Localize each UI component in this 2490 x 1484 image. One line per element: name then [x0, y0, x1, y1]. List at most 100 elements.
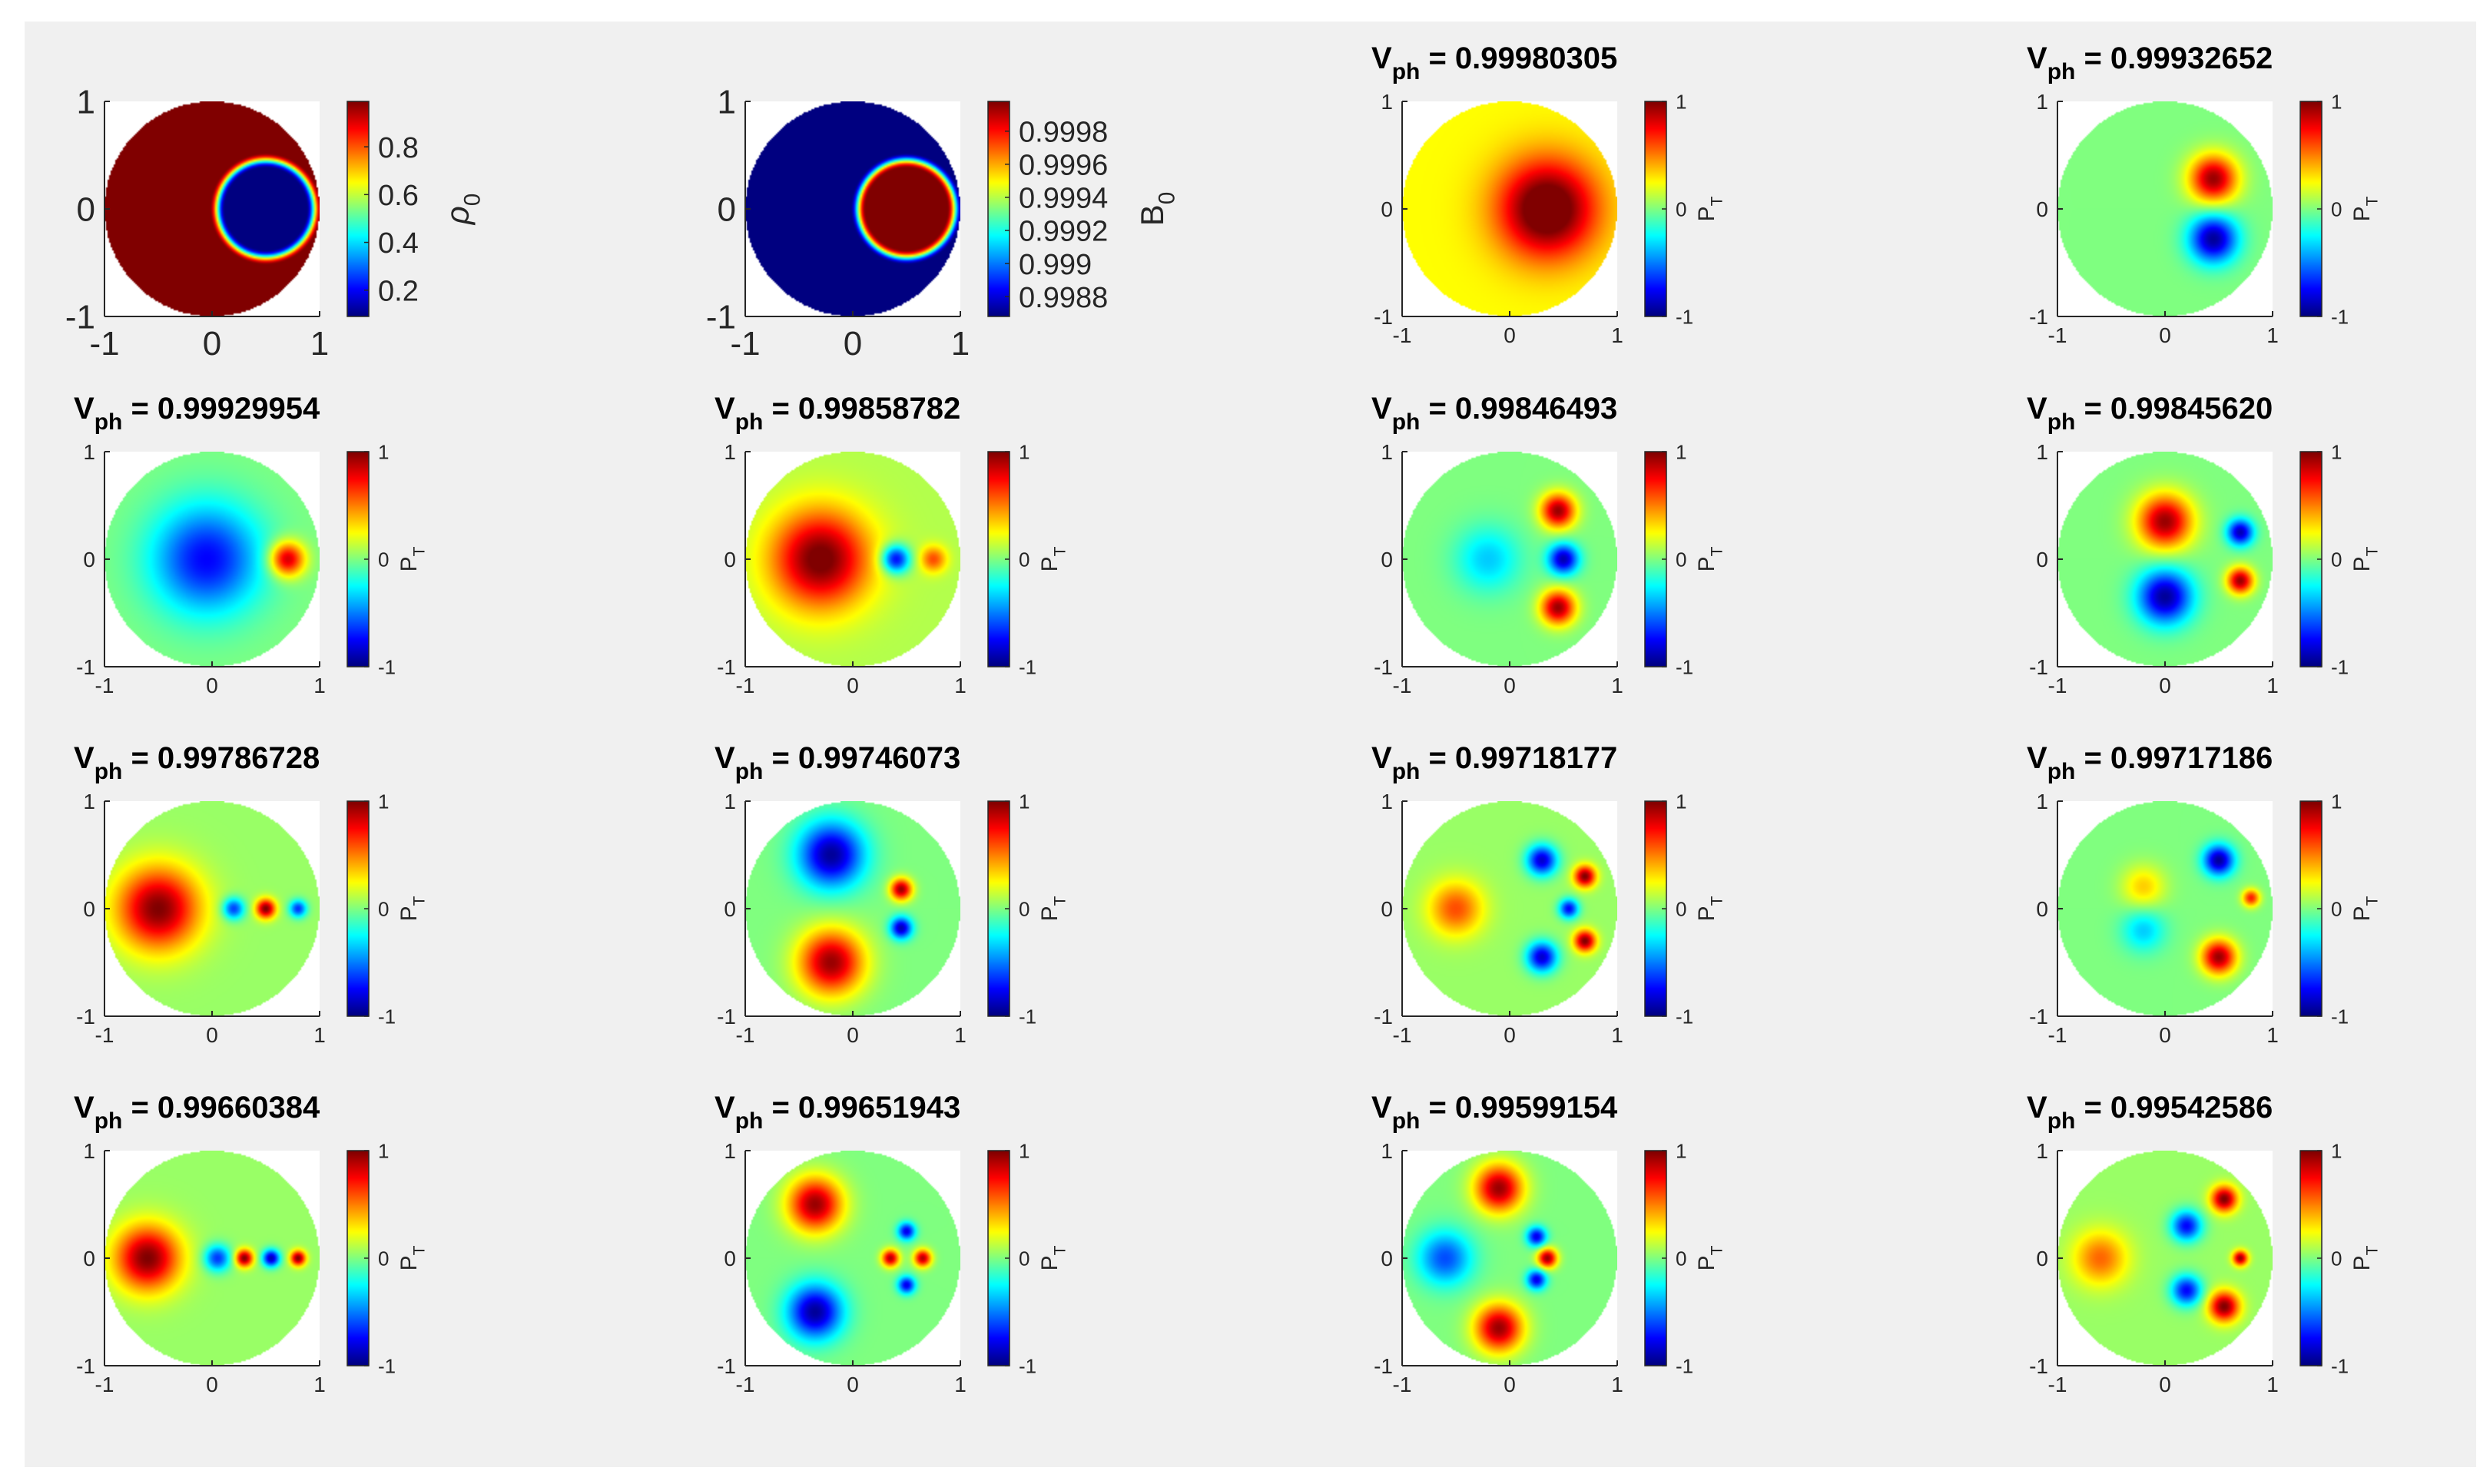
y-tick-label: 0: [2036, 897, 2048, 921]
colorbar-label: B0: [1134, 192, 1180, 226]
title-prefix: V: [715, 741, 735, 775]
colorbar-tick-label: 0: [1019, 1247, 1029, 1270]
heatmap-image: [104, 101, 320, 316]
y-tick-label: 0: [83, 897, 95, 921]
colorbar-tick-label: 0: [1019, 548, 1029, 571]
axes-overlay: -1 0 1 1 0 -1 1 0 -1 PT: [717, 1139, 1069, 1396]
title-subscript: ph: [94, 1108, 123, 1134]
title-subscript: ph: [1391, 1108, 1421, 1134]
y-tick-label: 1: [724, 1139, 736, 1163]
colorbar-tick-label: 1: [2331, 90, 2342, 113]
subplot-14: Vph = 0.99651943 -1 0 1 1 0 -1 1 0 -1 PT: [715, 1091, 1160, 1458]
title-value: = 0.99845620: [2075, 392, 2273, 426]
y-tick-label: 0: [718, 190, 736, 228]
plot-title: Vph = 0.99651943: [715, 1091, 960, 1134]
colorbar-tick-label: 1: [2331, 440, 2342, 463]
colorbar-tick-label: 0.999: [1019, 249, 1092, 281]
colorbar-tick-label: -1: [378, 655, 396, 678]
colorbar-label-main: P: [1694, 206, 1719, 221]
y-tick-label: -1: [65, 298, 95, 336]
colorbar-tick-label: 0: [2331, 897, 2342, 920]
colorbar-label-main: P: [396, 1255, 422, 1270]
x-tick-label: -1: [2048, 323, 2067, 347]
colorbar-label: PT: [2349, 196, 2382, 221]
title-value: = 0.99846493: [1420, 392, 1618, 426]
axes-overlay: -1 0 1 1 0 -1 1 0 -1 PT: [76, 790, 429, 1047]
title-subscript: ph: [2047, 1108, 2076, 1134]
y-tick-label: 1: [2036, 790, 2048, 813]
colorbar-tick-label: -1: [2331, 1005, 2349, 1028]
y-tick-label: -1: [76, 655, 95, 679]
x-tick-label: 1: [2266, 323, 2279, 347]
subplot-6: Vph = 0.99858782 -1 0 1 1 0 -1 1 0 -1 PT: [715, 392, 1160, 759]
colorbar-tick-label: 1: [378, 440, 389, 463]
x-tick-label: 1: [1611, 674, 1623, 697]
colorbar-label-main: P: [1037, 556, 1063, 571]
y-tick-label: 0: [2036, 548, 2048, 571]
colorbar-label-subscript: T: [411, 896, 429, 906]
colorbar-tick-label: -1: [2331, 655, 2349, 678]
x-tick-label: -1: [1393, 323, 1412, 347]
colorbar-label-subscript: T: [2364, 896, 2382, 906]
svg-text:PT: PT: [1694, 896, 1726, 921]
x-tick-label: 0: [2159, 1373, 2171, 1396]
colorbar-tick-label: 0.9994: [1019, 183, 1108, 215]
title-prefix: V: [1371, 741, 1392, 775]
y-tick-label: 0: [724, 897, 736, 921]
axes-overlay: -1 0 1 1 0 -1 1 0 -1 PT: [76, 1139, 428, 1396]
y-tick-label: 1: [724, 790, 736, 813]
colorbar-tick-label: -1: [1676, 1005, 1693, 1028]
subplot-10: Vph = 0.99746073 -1 0 1 1 0 -1 1 0 -1 PT: [715, 741, 1160, 1108]
svg-text:PT: PT: [1037, 546, 1069, 571]
subplot-11: Vph = 0.99718177 -1 0 1 1 0 -1 1 0 -1 PT: [1371, 741, 1817, 1108]
colorbar-label: PT: [1694, 196, 1726, 221]
colorbar-label-main: ρ: [439, 206, 476, 226]
y-tick-label: 0: [77, 190, 95, 228]
heatmap-image: [1402, 452, 1617, 667]
colorbar-tick-label: -1: [378, 1005, 396, 1028]
title-value: = 0.99980305: [1420, 41, 1618, 75]
svg-text:PT: PT: [2349, 1245, 2382, 1270]
x-tick-label: 0: [1504, 1373, 1516, 1396]
axes-overlay: -1 0 1 1 0 -1 1 0 -1 PT: [1374, 1139, 1726, 1396]
plot-title: Vph = 0.99845620: [2027, 392, 2273, 435]
colorbar-tick-label: 0.9996: [1019, 150, 1108, 182]
plot-title: Vph = 0.99660384: [74, 1091, 320, 1134]
title-subscript: ph: [2047, 409, 2076, 435]
colorbar-tick-label: 0: [2331, 197, 2342, 220]
x-tick-label: 0: [2159, 674, 2171, 697]
colorbar-label: PT: [1037, 1245, 1069, 1270]
colorbar-label-main: B: [1134, 204, 1170, 226]
title-subscript: ph: [734, 1108, 764, 1134]
title-prefix: V: [2027, 741, 2047, 775]
subplot-5: Vph = 0.99929954 -1 0 1 1 0 -1 1 0 -1 PT: [74, 392, 519, 759]
y-tick-label: 0: [724, 1247, 736, 1270]
x-tick-label: -1: [95, 1373, 114, 1396]
y-tick-label: 0: [83, 548, 95, 571]
y-tick-label: -1: [1374, 305, 1393, 329]
heatmap-image: [104, 452, 320, 667]
heatmap-image: [745, 801, 960, 1016]
colorbar-label-subscript: T: [1709, 1245, 1726, 1255]
y-tick-label: 0: [1381, 1247, 1393, 1270]
x-tick-label: 0: [1504, 1023, 1516, 1047]
plot-title: Vph = 0.99746073: [715, 741, 960, 784]
colorbar-tick-label: 1: [378, 790, 389, 813]
colorbar-label: ρ0: [439, 194, 486, 226]
title-subscript: ph: [1391, 759, 1421, 784]
colorbar-label-main: P: [396, 906, 422, 921]
x-tick-label: 1: [313, 674, 326, 697]
x-tick-label: -1: [736, 674, 755, 697]
svg-text:PT: PT: [396, 546, 429, 571]
colorbar-frame: [346, 101, 370, 317]
title-subscript: ph: [94, 759, 123, 784]
colorbar-tick-label: -1: [2331, 305, 2349, 328]
x-tick-label: 1: [2266, 1373, 2279, 1396]
y-tick-label: -1: [76, 1354, 95, 1378]
plot-title: Vph = 0.99980305: [1371, 41, 1618, 84]
axes-overlay: -1 0 110-10.80.60.40.2ρ0: [65, 83, 486, 363]
plot-title: Vph = 0.99718177: [1371, 741, 1617, 784]
x-tick-label: 0: [847, 1023, 859, 1047]
plot-title: Vph = 0.99717186: [2027, 741, 2273, 784]
x-tick-label: 1: [2266, 674, 2279, 697]
